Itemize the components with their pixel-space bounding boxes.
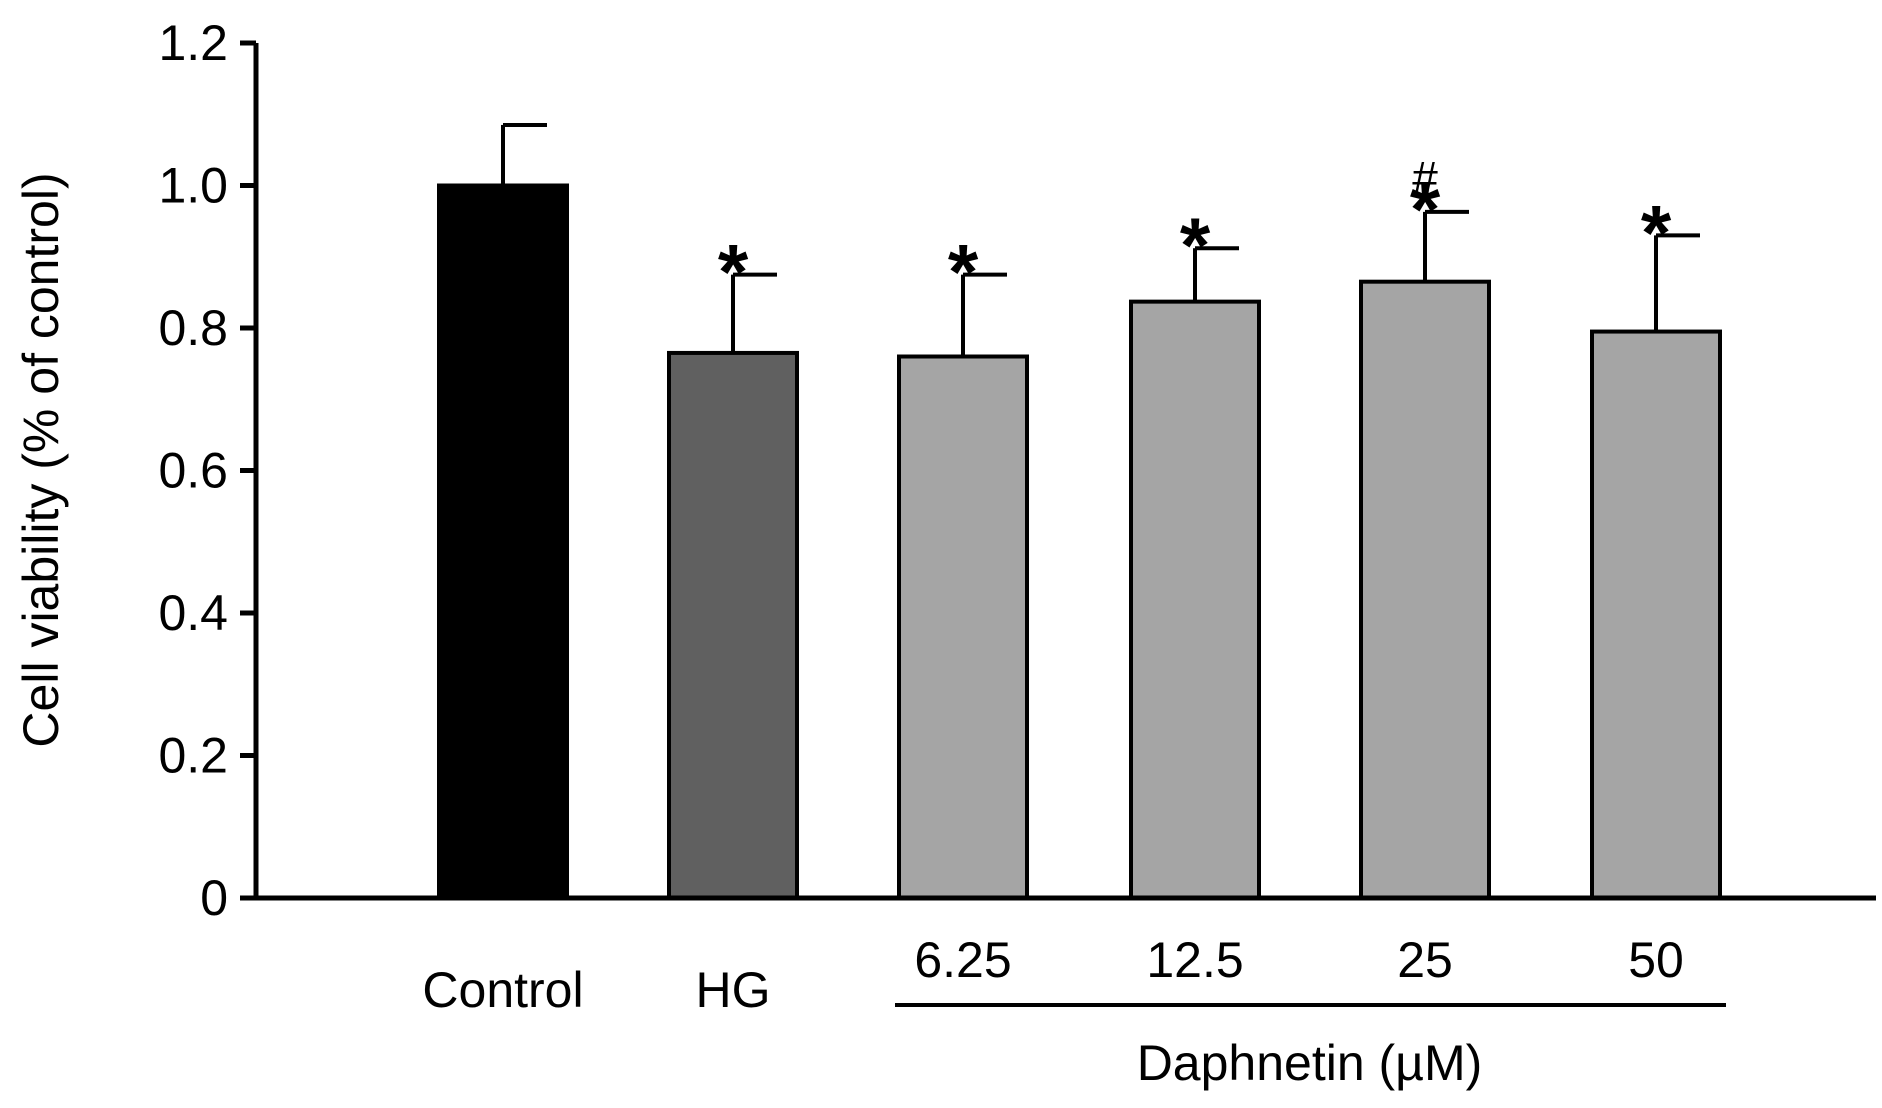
significance-asterisk: * bbox=[1641, 188, 1672, 276]
significance-hash: # bbox=[1412, 152, 1438, 204]
x-axis-title: Daphnetin (µM) bbox=[1137, 1035, 1483, 1091]
y-axis-title: Cell viability (% of control) bbox=[13, 172, 69, 747]
significance-asterisk: * bbox=[948, 228, 979, 316]
significance-asterisk: * bbox=[1410, 165, 1441, 253]
bar-50 bbox=[1590, 329, 1722, 900]
x-category-label: HG bbox=[696, 962, 771, 1018]
y-tick-label: 0 bbox=[200, 870, 228, 926]
y-tick-label: 0.4 bbox=[158, 585, 228, 641]
significance-asterisk: * bbox=[718, 228, 749, 316]
x-category-label: 6.25 bbox=[914, 932, 1011, 988]
x-category-label: 50 bbox=[1628, 932, 1684, 988]
y-tick-label: 0.8 bbox=[158, 300, 228, 356]
x-category-label: Control bbox=[422, 962, 583, 1018]
y-tick-label: 1.0 bbox=[158, 158, 228, 214]
y-tick-label: 1.2 bbox=[158, 15, 228, 71]
significance-asterisk: * bbox=[1180, 201, 1211, 289]
x-category-label: 12.5 bbox=[1146, 932, 1243, 988]
y-tick-label: 0.6 bbox=[158, 443, 228, 499]
bar-12.5 bbox=[1129, 299, 1261, 900]
x-category-label: 25 bbox=[1397, 932, 1453, 988]
bar-6.25 bbox=[897, 354, 1029, 900]
bar-25 bbox=[1359, 279, 1491, 900]
bar-Control bbox=[437, 183, 569, 900]
bar-HG bbox=[667, 350, 799, 900]
y-tick-label: 0.2 bbox=[158, 728, 228, 784]
